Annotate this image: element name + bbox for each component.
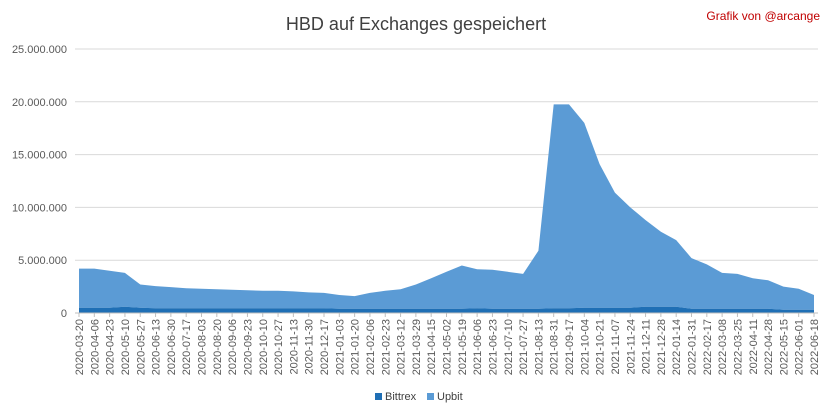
- x-tick-label: 2021-06-23: [487, 319, 499, 375]
- y-tick-label: 10.000.000: [12, 202, 67, 214]
- y-tick-labels: 0 5.000.000 10.000.000 15.000.000 20.000.000…: [12, 44, 67, 320]
- x-tick-label: 2022-01-14: [671, 319, 683, 375]
- x-tick-label: 2021-07-27: [518, 319, 530, 375]
- x-tick-label: 2021-11-07: [610, 319, 622, 374]
- x-tick-label: 2021-05-19: [457, 319, 469, 375]
- y-tick-label: 15.000.000: [12, 150, 67, 162]
- x-tick-label: 2022-02-17: [702, 319, 714, 375]
- legend-label-bittrex: Bittrex: [385, 391, 417, 403]
- y-tick-label: 5.000.000: [18, 255, 67, 267]
- legend: Bittrex Upbit: [375, 391, 463, 403]
- x-tick-label: 2022-06-01: [794, 319, 806, 375]
- x-tick-label: 2020-10-27: [273, 319, 285, 375]
- x-tick-label: 2021-10-04: [579, 319, 591, 375]
- axis-layer: [75, 312, 818, 317]
- grid-lines: [75, 48, 818, 261]
- legend-swatch-bittrex: [375, 393, 382, 400]
- x-tick-label: 2020-05-10: [120, 319, 132, 375]
- x-tick-label: 2020-09-06: [227, 319, 239, 375]
- y-tick-label: 20.000.000: [12, 97, 67, 109]
- x-tick-label: 2021-07-10: [503, 319, 515, 375]
- x-tick-label: 2022-01-31: [687, 319, 699, 375]
- y-tick-label: 25.000.000: [12, 44, 67, 56]
- x-tick-labels: 2020-03-20 2020-04-06 2020-04-23 2020-05-10…: [74, 319, 821, 375]
- area-layer: [79, 104, 814, 313]
- x-tick-label: 2021-03-12: [396, 319, 408, 375]
- x-tick-label: 2020-11-30: [304, 319, 316, 374]
- x-tick-label: 2021-03-29: [411, 319, 423, 375]
- x-tick-label: 2021-09-17: [564, 319, 576, 375]
- x-tick-label: 2021-01-20: [350, 319, 362, 375]
- series-area-upbit: [79, 104, 814, 310]
- legend-label-upbit: Upbit: [437, 391, 463, 403]
- x-tick-label: 2020-10-10: [258, 319, 270, 375]
- x-tick-label: 2021-10-21: [595, 319, 607, 375]
- x-tick-label: 2021-12-28: [656, 319, 668, 375]
- x-tick-label: 2020-09-23: [242, 319, 254, 375]
- x-tick-label: 2021-05-02: [442, 319, 454, 375]
- x-tick-label: 2020-04-06: [89, 319, 101, 375]
- x-tick-label: 2021-04-15: [426, 319, 438, 375]
- x-tick-label: 2020-12-17: [319, 319, 331, 375]
- chart-title: HBD auf Exchanges gespeichert: [286, 14, 546, 34]
- x-tick-label: 2021-02-23: [380, 319, 392, 375]
- x-tick-label: 2022-04-28: [763, 319, 775, 375]
- x-tick-label: 2020-06-30: [166, 319, 178, 375]
- x-tick-label: 2022-05-15: [778, 319, 790, 375]
- x-tick-label: 2021-12-11: [641, 319, 653, 374]
- x-tick-label: 2020-08-20: [212, 319, 224, 375]
- x-tick-label: 2020-05-27: [135, 319, 147, 375]
- x-tick-label: 2021-01-03: [334, 319, 346, 375]
- x-tick-label: 2020-11-13: [288, 319, 300, 374]
- series-area-bittrex: [79, 306, 814, 313]
- x-tick-label: 2021-11-24: [625, 319, 637, 374]
- x-tick-label: 2022-03-25: [732, 319, 744, 375]
- x-tick-label: 2022-03-08: [717, 319, 729, 375]
- y-tick-label: 0: [61, 308, 67, 320]
- legend-swatch-upbit: [427, 393, 434, 400]
- x-tick-label: 2022-06-18: [809, 319, 821, 375]
- x-tick-label: 2020-08-03: [197, 319, 209, 375]
- x-tick-label: 2021-08-31: [549, 319, 561, 375]
- x-tick-label: 2020-07-17: [181, 319, 193, 375]
- x-tick-label: 2021-06-06: [472, 319, 484, 375]
- x-tick-label: 2020-06-13: [151, 319, 163, 375]
- x-tick-label: 2020-04-23: [105, 319, 117, 375]
- x-tick-label: 2021-08-13: [533, 319, 545, 375]
- x-tick-label: 2021-02-06: [365, 319, 377, 375]
- x-tick-label: 2020-03-20: [74, 319, 86, 375]
- chart-credit: Grafik von @arcange: [706, 9, 820, 23]
- x-tick-label: 2022-04-11: [748, 319, 760, 374]
